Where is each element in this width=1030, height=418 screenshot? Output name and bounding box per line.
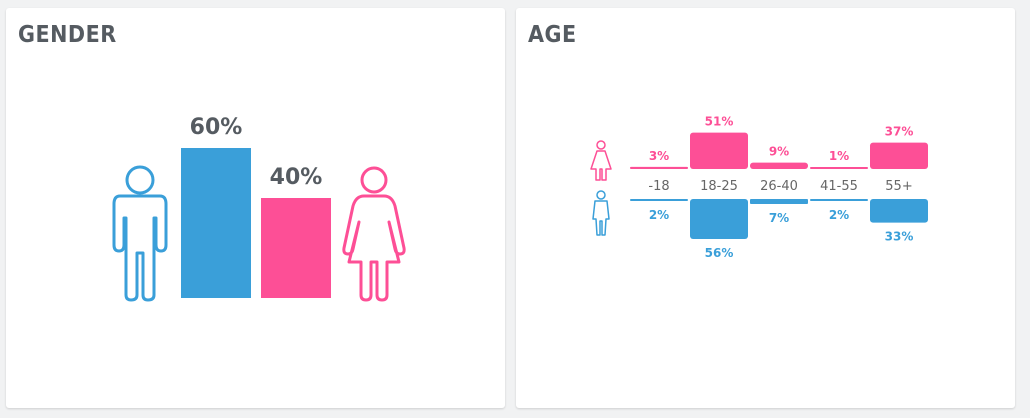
age-female-percent-label: 51%: [705, 115, 734, 129]
age-female-percent-label: 3%: [649, 149, 669, 163]
gender-card: GENDER 60% 40%: [6, 8, 505, 408]
gender-title: GENDER: [18, 22, 117, 48]
age-category-label: -18: [648, 179, 669, 194]
age-category-label: 26-40: [760, 179, 798, 194]
male-figure-icon: [112, 165, 168, 302]
age-category-label: 55+: [885, 179, 912, 194]
age-male-percent-label: 7%: [769, 211, 789, 225]
age-female-percent-label: 9%: [769, 145, 789, 159]
age-male-bar: [750, 199, 808, 204]
female-figure-icon: [342, 166, 406, 302]
age-female-bar: [630, 166, 688, 169]
age-male-bar: [870, 199, 928, 223]
age-male-bar: [690, 199, 748, 239]
age-category-label: 18-25: [700, 179, 738, 194]
age-card: AGE 3% 2% -18 51% 56% 18-25 9% 7% 26-40 1% 2% 41-55…: [516, 8, 1015, 408]
age-male-percent-label: 2%: [649, 208, 669, 222]
age-male-bar: [630, 199, 688, 201]
age-male-bar: [810, 199, 868, 201]
age-title: AGE: [528, 22, 577, 48]
age-chart: 3% 2% -18 51% 56% 18-25 9% 7% 26-40 1% 2% 41-55 37% 3…: [590, 115, 928, 260]
male-small-icon: [592, 190, 610, 236]
age-male-percent-label: 33%: [885, 230, 914, 244]
gender-chart: 60% 40%: [112, 115, 406, 302]
age-female-bar: [750, 162, 808, 169]
age-male-percent-label: 56%: [705, 246, 734, 260]
age-male-percent-label: 2%: [829, 208, 849, 222]
age-female-percent-label: 1%: [829, 149, 849, 163]
female-percent-label: 40%: [270, 165, 323, 190]
age-female-bar: [690, 132, 748, 169]
male-percent-label: 60%: [190, 115, 243, 140]
male-bar: [181, 148, 251, 298]
female-bar: [261, 198, 331, 298]
age-female-bar: [870, 142, 928, 169]
female-small-icon: [590, 140, 612, 181]
age-female-percent-label: 37%: [885, 125, 914, 139]
age-category-label: 41-55: [820, 179, 858, 194]
age-female-bar: [810, 167, 868, 169]
